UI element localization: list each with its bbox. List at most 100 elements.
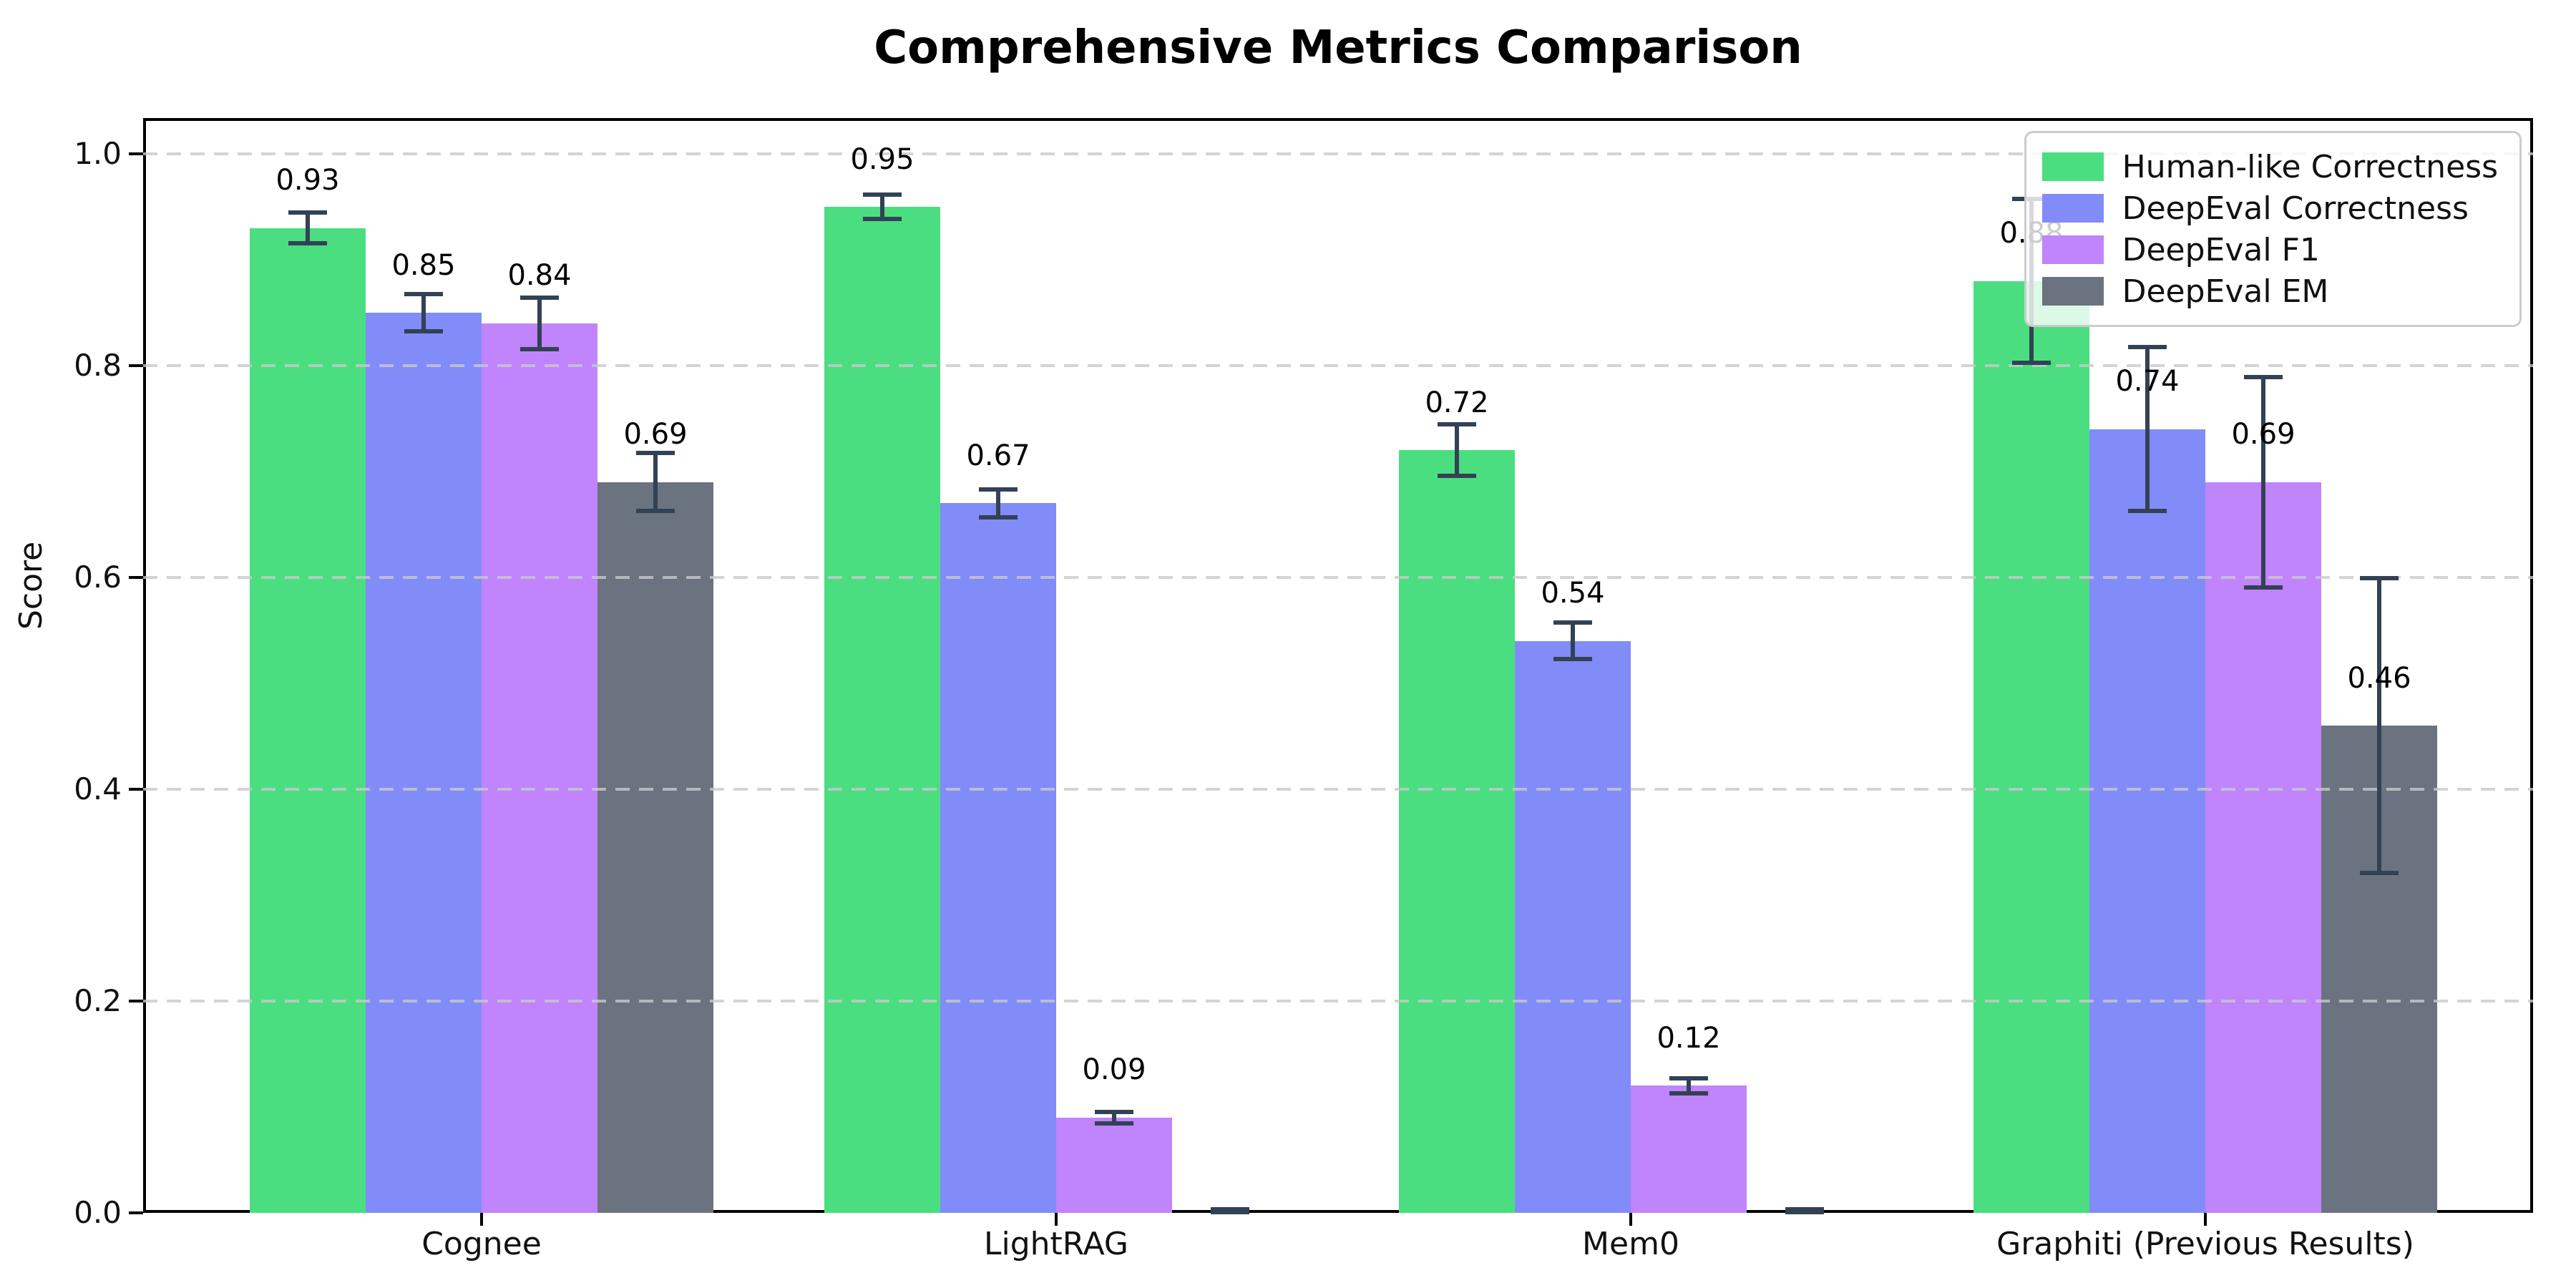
error-bar-cap-bottom bbox=[1785, 1210, 1824, 1214]
bar-human-like-correctness bbox=[824, 207, 940, 1213]
y-gridline bbox=[143, 152, 2533, 155]
error-bar-cap-bottom bbox=[404, 328, 443, 333]
bar-value-label: 0.72 bbox=[1425, 386, 1489, 419]
bar-value-label: 0.74 bbox=[2115, 365, 2180, 399]
y-tick-label: 0.8 bbox=[74, 348, 122, 383]
legend-swatch-icon bbox=[2041, 152, 2104, 181]
error-bar-cap-bottom bbox=[520, 346, 559, 351]
error-bar-cap-bottom bbox=[2012, 361, 2051, 366]
bar-value-label: 0.85 bbox=[391, 248, 456, 282]
error-bar-cap-top bbox=[1211, 1207, 1249, 1212]
legend-item-label: DeepEval Correctness bbox=[2122, 190, 2469, 227]
bar-value-label: 0.84 bbox=[507, 259, 572, 293]
bar-value-label: 0.46 bbox=[2347, 661, 2411, 695]
y-tick-label: 0.0 bbox=[74, 1195, 122, 1230]
y-tick-label: 0.2 bbox=[74, 983, 122, 1018]
error-bar-cap-top bbox=[1095, 1109, 1133, 1114]
error-bar-cap-top bbox=[863, 192, 902, 197]
error-bar bbox=[1687, 1077, 1691, 1095]
x-tick-mark bbox=[480, 1213, 483, 1226]
y-tick-mark bbox=[129, 1211, 143, 1214]
error-bar-cap-top bbox=[1438, 422, 1476, 427]
error-bar bbox=[2145, 346, 2150, 512]
error-bar bbox=[880, 194, 884, 220]
chart-title: Comprehensive Metrics Comparison bbox=[874, 21, 1802, 74]
bar-deepeval-correctness bbox=[1515, 640, 1631, 1213]
legend-item: DeepEval EM bbox=[2041, 270, 2498, 312]
error-bar-cap-bottom bbox=[979, 515, 1018, 520]
error-bar-cap-top bbox=[979, 487, 1018, 492]
error-bar bbox=[2261, 376, 2265, 588]
error-bar bbox=[1455, 424, 1459, 477]
bar-value-label: 0.95 bbox=[850, 142, 914, 176]
bar-deepeval-correctness bbox=[366, 313, 482, 1213]
legend-item: DeepEval F1 bbox=[2041, 229, 2498, 270]
x-tick-mark bbox=[2204, 1213, 2207, 1226]
bar-deepeval-em bbox=[597, 482, 713, 1213]
error-bar-cap-bottom bbox=[2360, 871, 2399, 876]
error-bar-cap-top bbox=[404, 292, 443, 297]
legend-item-label: Human-like Correctness bbox=[2122, 148, 2498, 185]
error-bar bbox=[537, 296, 542, 350]
error-bar-cap-top bbox=[288, 210, 327, 215]
error-bar-cap-top bbox=[2244, 374, 2283, 379]
y-tick-mark bbox=[129, 152, 143, 155]
error-bar bbox=[653, 452, 658, 512]
x-tick-label: LightRAG bbox=[983, 1226, 1129, 1262]
error-bar bbox=[1112, 1111, 1116, 1124]
bar-human-like-correctness bbox=[1974, 280, 2089, 1213]
error-bar bbox=[306, 212, 310, 244]
legend: Human-like Correctness DeepEval Correctne… bbox=[2024, 131, 2522, 327]
error-bar-cap-bottom bbox=[1669, 1091, 1708, 1096]
error-bar-cap-bottom bbox=[2244, 585, 2283, 590]
bar-value-label: 0.12 bbox=[1657, 1022, 1721, 1055]
error-bar bbox=[2377, 577, 2381, 874]
x-tick-mark bbox=[1629, 1213, 1632, 1226]
bar-deepeval-f1 bbox=[1056, 1117, 1172, 1213]
legend-swatch-icon bbox=[2041, 194, 2104, 223]
bar-value-label: 0.69 bbox=[623, 418, 688, 452]
error-bar-cap-bottom bbox=[863, 216, 902, 221]
y-tick-mark bbox=[129, 576, 143, 579]
bar-value-label: 0.67 bbox=[966, 439, 1030, 472]
bar-value-label: 0.69 bbox=[2231, 418, 2296, 452]
bar-deepeval-f1 bbox=[2205, 482, 2321, 1213]
legend-item-label: DeepEval EM bbox=[2122, 273, 2329, 310]
y-tick-mark bbox=[129, 788, 143, 791]
legend-swatch-icon bbox=[2041, 235, 2104, 264]
error-bar-cap-top bbox=[1669, 1075, 1708, 1080]
legend-swatch-icon bbox=[2041, 277, 2104, 306]
bar-human-like-correctness bbox=[1399, 450, 1515, 1213]
error-bar-cap-top bbox=[1785, 1207, 1824, 1212]
bar-deepeval-f1 bbox=[1631, 1085, 1747, 1213]
bar-human-like-correctness bbox=[250, 228, 366, 1213]
error-bar bbox=[1571, 622, 1575, 660]
error-bar bbox=[421, 293, 426, 332]
bar-value-label: 0.09 bbox=[1082, 1053, 1146, 1087]
y-tick-mark bbox=[129, 1000, 143, 1002]
y-gridline bbox=[143, 1000, 2533, 1002]
y-tick-label: 1.0 bbox=[74, 136, 122, 171]
error-bar bbox=[996, 488, 1000, 519]
x-tick-label: Cognee bbox=[421, 1226, 542, 1262]
error-bar-cap-top bbox=[1553, 620, 1592, 625]
error-bar-cap-bottom bbox=[1095, 1121, 1133, 1126]
x-tick-mark bbox=[1055, 1213, 1058, 1226]
bar-deepeval-correctness bbox=[940, 503, 1056, 1213]
y-gridline bbox=[143, 576, 2533, 579]
error-bar-cap-bottom bbox=[288, 240, 327, 245]
y-tick-label: 0.6 bbox=[74, 560, 122, 595]
y-gridline bbox=[143, 788, 2533, 791]
legend-item: Human-like Correctness bbox=[2041, 146, 2498, 187]
bar-value-label: 0.93 bbox=[275, 164, 340, 197]
error-bar-cap-bottom bbox=[1553, 657, 1592, 662]
y-gridline bbox=[143, 364, 2533, 367]
x-tick-label: Mem0 bbox=[1582, 1226, 1679, 1262]
error-bar-cap-bottom bbox=[1211, 1210, 1249, 1214]
error-bar-cap-bottom bbox=[2128, 509, 2167, 514]
error-bar-cap-top bbox=[2128, 345, 2167, 350]
error-bar-cap-bottom bbox=[1438, 474, 1476, 479]
bar-value-label: 0.54 bbox=[1541, 577, 1605, 610]
legend-item-label: DeepEval F1 bbox=[2122, 231, 2320, 268]
x-tick-label: Graphiti (Previous Results) bbox=[1996, 1226, 2414, 1262]
